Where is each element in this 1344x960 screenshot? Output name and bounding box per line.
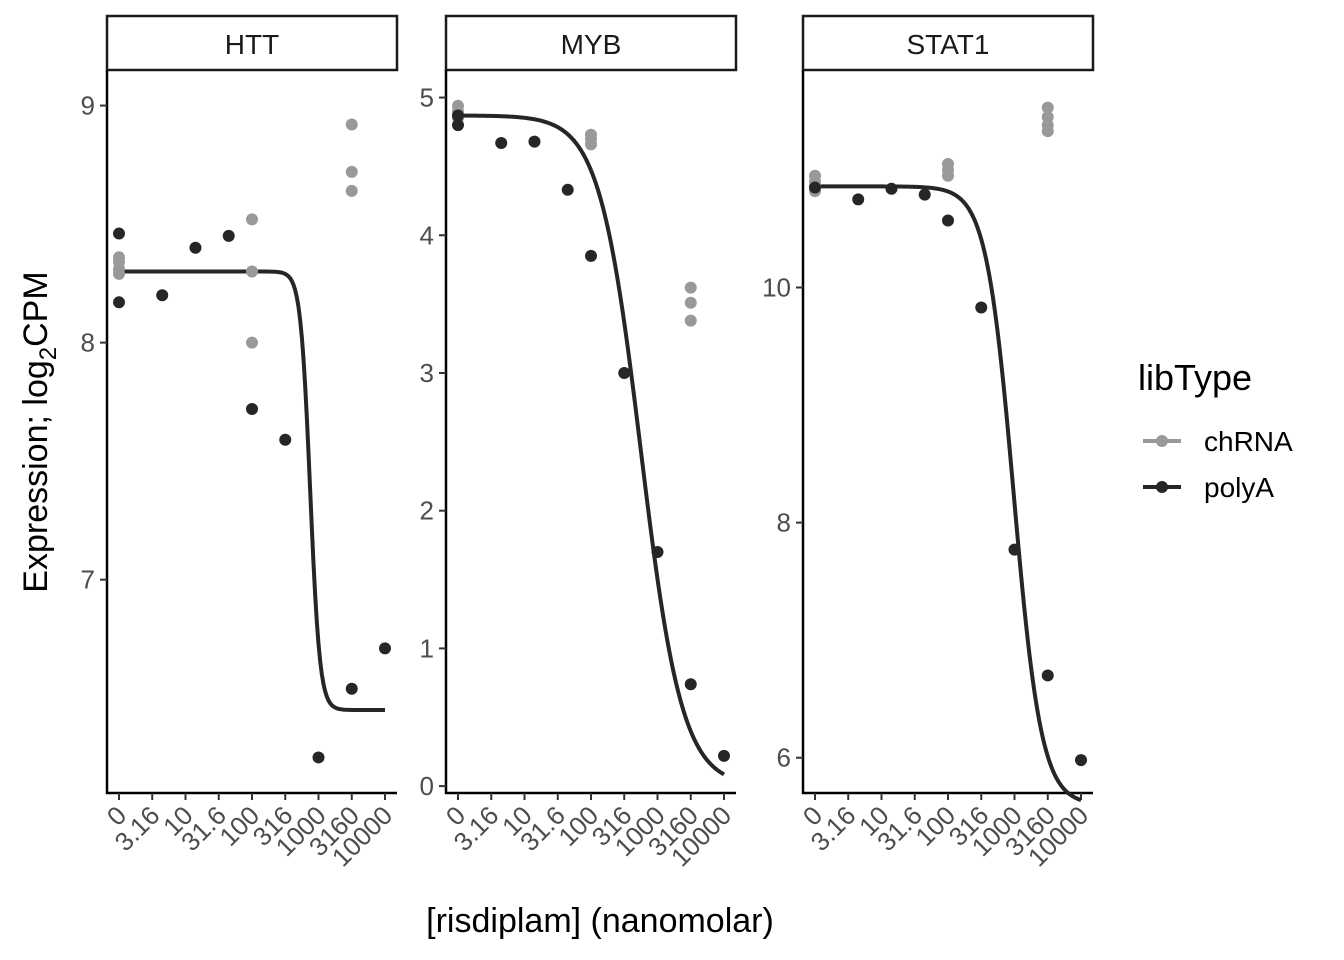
- y-tick-label-stat1: 6: [777, 743, 791, 773]
- y-tick-label-myb: 0: [420, 771, 434, 801]
- data-point-chrna: [345, 184, 358, 197]
- facet-label-htt: HTT: [225, 29, 279, 60]
- data-point-polya: [246, 402, 258, 415]
- facet-label-stat1: STAT1: [907, 29, 990, 60]
- data-point-chrna: [246, 213, 258, 226]
- data-point-polya: [585, 249, 597, 262]
- data-point-chrna: [684, 314, 697, 327]
- fit-curve-myb: [457, 113, 726, 777]
- data-point-polya: [156, 289, 169, 302]
- legend-label-chrna: chRNA: [1204, 426, 1293, 457]
- y-tick-label-myb: 1: [420, 633, 434, 663]
- series-chrna-myb: [452, 99, 697, 327]
- data-point-chrna: [345, 165, 358, 178]
- data-point-polya: [495, 136, 508, 149]
- legend-entry-chrna: chRNA: [1143, 426, 1293, 457]
- y-tick-label-stat1: 10: [762, 272, 791, 302]
- data-point-chrna: [345, 118, 358, 131]
- facet-strip-htt: [105, 14, 399, 72]
- data-point-polya: [975, 301, 988, 314]
- facet-strip-myb: [444, 14, 738, 72]
- data-point-polya: [809, 181, 821, 194]
- data-point-polya: [312, 751, 325, 764]
- data-point-chrna: [1041, 125, 1054, 138]
- data-point-polya: [279, 433, 292, 446]
- y-axis-title-main: Expression; log: [17, 360, 55, 592]
- data-point-chrna: [246, 336, 258, 349]
- y-axis-title-tail: CPM: [17, 271, 55, 347]
- x-axis-title: [risdiplam] (nanomolar): [426, 902, 774, 940]
- data-point-chrna: [113, 267, 125, 280]
- data-point-polya: [379, 642, 391, 655]
- legend-key-point-chrna: [1156, 435, 1168, 447]
- y-tick-label-myb: 5: [420, 83, 434, 113]
- data-point-polya: [222, 229, 235, 242]
- facet-label-myb: MYB: [561, 29, 622, 60]
- series-chrna-htt: [113, 118, 358, 349]
- data-point-polya: [113, 296, 125, 309]
- data-point-chrna: [684, 281, 697, 294]
- y-axis-title: Expression; log2CPM: [17, 271, 62, 592]
- data-point-chrna: [246, 265, 258, 278]
- data-point-polya: [651, 546, 664, 558]
- y-tick-label-stat1: 8: [777, 508, 791, 538]
- legend-title: libType: [1138, 357, 1252, 398]
- data-point-polya: [452, 109, 464, 122]
- legend-entry-polya: polyA: [1143, 472, 1274, 503]
- data-point-polya: [618, 366, 631, 379]
- data-point-chrna: [684, 296, 697, 309]
- series-polya-htt: [113, 227, 391, 764]
- data-point-polya: [345, 682, 358, 695]
- data-point-polya: [885, 182, 898, 195]
- y-tick-label-myb: 3: [420, 358, 434, 388]
- data-point-polya: [561, 183, 574, 196]
- y-tick-label-myb: 2: [420, 496, 434, 526]
- facet-panels: HTT78903.161031.61003161000316010000MYB0…: [81, 14, 1095, 872]
- data-point-polya: [528, 135, 541, 148]
- data-point-polya: [1008, 543, 1021, 556]
- fit-curve-stat1: [814, 184, 1082, 802]
- data-point-chrna: [1041, 101, 1054, 114]
- data-point-polya: [852, 193, 865, 206]
- series-chrna-stat1: [809, 101, 1054, 198]
- data-point-polya: [452, 119, 464, 132]
- facet-strip-stat1: [801, 14, 1095, 72]
- data-point-polya: [718, 749, 730, 762]
- legend-label-polya: polyA: [1204, 472, 1274, 503]
- data-point-polya: [113, 227, 125, 240]
- data-point-polya: [684, 678, 697, 691]
- data-point-chrna: [585, 138, 597, 151]
- data-point-chrna: [1041, 111, 1054, 124]
- data-point-polya: [189, 241, 202, 254]
- y-axis-title-subscript: 2: [35, 347, 62, 360]
- y-tick-label-htt: 8: [81, 328, 95, 358]
- series-polya-myb: [452, 109, 730, 762]
- data-point-polya: [918, 188, 931, 201]
- y-tick-label-myb: 4: [420, 220, 434, 250]
- y-tick-label-htt: 7: [81, 565, 95, 595]
- legend-key-point-polya: [1156, 481, 1168, 493]
- series-polya-stat1: [809, 181, 1087, 767]
- data-point-polya: [1041, 669, 1054, 682]
- y-tick-label-htt: 9: [81, 91, 95, 121]
- data-point-chrna: [942, 169, 954, 182]
- legend: libType chRNA polyA: [1138, 357, 1293, 503]
- data-point-polya: [942, 214, 954, 227]
- data-point-polya: [1075, 754, 1087, 767]
